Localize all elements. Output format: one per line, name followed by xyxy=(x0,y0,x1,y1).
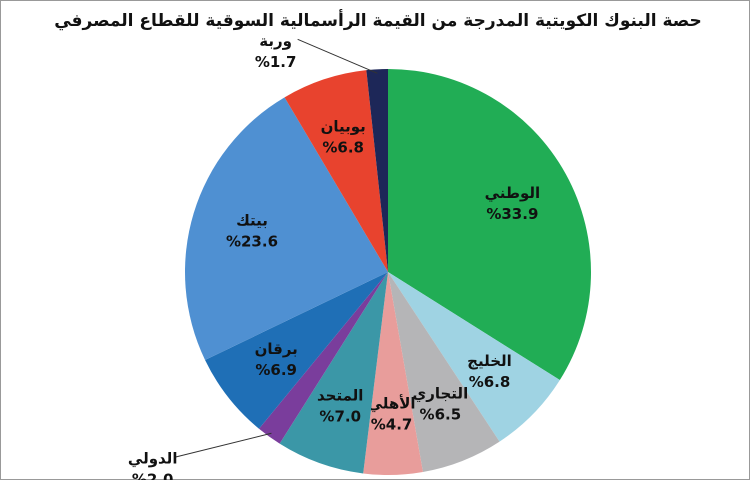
slice-label: الخليج xyxy=(467,352,512,370)
pie-slice xyxy=(363,272,423,475)
slice-value: %6.9 xyxy=(255,361,297,379)
pie-slice xyxy=(258,272,388,444)
pie-slice xyxy=(279,272,388,474)
slice-value: %4.7 xyxy=(371,416,413,434)
slice-value: %33.9 xyxy=(486,205,538,223)
leader-line xyxy=(297,38,378,74)
slice-label: التجاري xyxy=(412,385,468,404)
slice-label: بيتك xyxy=(236,211,268,229)
pie-slice xyxy=(388,69,592,381)
slice-value: %7.0 xyxy=(319,407,361,425)
slice-label: الوطني xyxy=(485,184,541,202)
slice-value: %1.7 xyxy=(255,53,297,71)
pie-slice xyxy=(366,69,388,272)
pie-slice xyxy=(205,272,388,429)
slice-value: %23.6 xyxy=(226,232,278,250)
chart-title: حصة البنوك الكويتية المدرجة من القيمة ال… xyxy=(54,9,702,31)
slice-label: المتحد xyxy=(317,386,363,404)
pie-slice xyxy=(388,272,560,442)
slice-value: %2.0 xyxy=(132,471,174,480)
slice-value: %6.8 xyxy=(469,373,511,391)
slice-value: %6.5 xyxy=(420,406,462,424)
slice-label: الدولي xyxy=(128,450,178,468)
pie-slice xyxy=(388,272,500,472)
slice-label: وربة xyxy=(259,32,292,50)
slice-label: بوبيان xyxy=(321,118,366,136)
pie-slice xyxy=(184,97,388,360)
leader-line xyxy=(174,432,272,458)
slice-value: %6.8 xyxy=(322,139,364,157)
slice-label: الأهلي xyxy=(368,395,416,413)
pie-slice xyxy=(284,70,388,272)
slice-label: برقان xyxy=(255,340,298,358)
